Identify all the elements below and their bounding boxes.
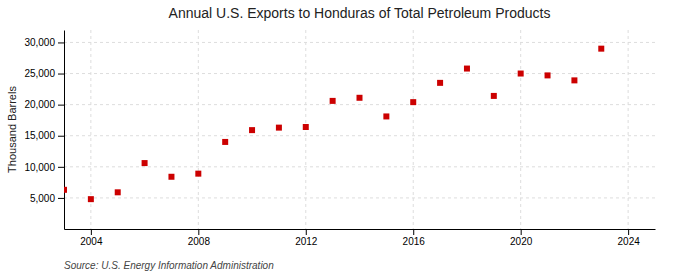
x-axis-tick-label: 2012 — [295, 236, 318, 247]
point — [142, 160, 148, 166]
x-axis-line — [65, 229, 656, 230]
x-axis-tick-mark — [521, 229, 522, 235]
point — [276, 125, 282, 131]
point — [598, 46, 604, 52]
x-axis-tick-mark — [198, 229, 199, 235]
x-axis-tick-mark — [306, 229, 307, 235]
x-axis-tick-label: 2016 — [403, 236, 426, 247]
x-axis-tick: 2004 — [80, 229, 103, 247]
x-axis-tick-label: 2004 — [80, 236, 103, 247]
point — [383, 113, 389, 119]
point — [303, 124, 309, 130]
point — [330, 98, 336, 104]
point — [545, 72, 551, 78]
y-axis: 5,000 10,000 15,000 20,000 25,000 30,000 — [24, 31, 64, 230]
point — [249, 127, 255, 133]
point — [64, 187, 67, 193]
y-axis-tick: 5,000 — [30, 193, 64, 204]
point — [464, 66, 470, 72]
point — [357, 95, 363, 101]
plot: 2004 2008 2012 2016 2020 2024 5,000 10,000 15,00… — [24, 30, 655, 247]
y-axis-tick-mark — [58, 74, 64, 75]
y-axis-tick-label: 20,000 — [24, 99, 55, 110]
grid-line-y — [64, 166, 655, 167]
y-axis-tick-mark — [58, 198, 64, 199]
point — [571, 77, 577, 83]
point — [437, 80, 443, 86]
y-axis-tick-label: 15,000 — [24, 130, 55, 141]
grid-line-x — [198, 30, 199, 229]
grid-line-y — [64, 135, 655, 136]
y-axis-tick-label: 5,000 — [30, 193, 55, 204]
x-axis-tick-label: 2024 — [618, 236, 641, 247]
grid-line-x — [628, 30, 629, 229]
y-axis-line — [64, 31, 65, 230]
y-axis-tick: 25,000 — [24, 68, 64, 79]
x-axis-tick-mark — [413, 229, 414, 235]
chart: 2004 2008 2012 2016 2020 2024 5,000 10,000 15,00… — [0, 0, 675, 275]
source-note: Source: U.S. Energy Information Administ… — [64, 260, 274, 271]
grid — [64, 30, 655, 229]
x-axis-tick: 2016 — [403, 229, 426, 247]
y-axis-tick: 10,000 — [24, 162, 64, 173]
grid-line-x — [413, 30, 414, 229]
y-axis-tick-label: 30,000 — [24, 37, 55, 48]
point — [491, 93, 497, 99]
x-axis-tick: 2024 — [618, 229, 641, 247]
y-axis-tick-mark — [58, 167, 64, 168]
grid-line-y — [64, 42, 655, 43]
y-axis-tick: 30,000 — [24, 37, 64, 48]
point — [168, 174, 174, 180]
x-axis-tick-label: 2020 — [510, 236, 533, 247]
point — [518, 71, 524, 77]
y-axis-tick-mark — [58, 105, 64, 106]
y-axis-tick-label: 10,000 — [24, 162, 55, 173]
x-axis-tick-label: 2008 — [188, 236, 211, 247]
grid-line-x — [520, 30, 521, 229]
point — [115, 189, 121, 195]
point — [410, 99, 416, 105]
x-axis-tick: 2008 — [188, 229, 211, 247]
y-axis-tick-mark — [58, 136, 64, 137]
title: Annual U.S. Exports to Honduras of Total… — [169, 5, 551, 21]
y-axis-tick: 15,000 — [24, 130, 64, 141]
x-axis-tick: 2020 — [510, 229, 533, 247]
x-axis-tick-mark — [628, 229, 629, 235]
y-axis-tick-label: 25,000 — [24, 68, 55, 79]
x-axis: 2004 2008 2012 2016 2020 2024 — [65, 229, 656, 247]
grid-line-y — [64, 73, 655, 74]
points — [64, 46, 604, 202]
y-axis-tick: 20,000 — [24, 99, 64, 110]
grid-line-y — [64, 197, 655, 198]
point — [222, 139, 228, 145]
point — [195, 171, 201, 177]
y-axis-title: Thousand Barrels — [6, 86, 18, 173]
grid-line-y — [64, 104, 655, 105]
x-axis-tick: 2012 — [295, 229, 318, 247]
x-axis-tick-mark — [91, 229, 92, 235]
point — [88, 196, 94, 202]
y-axis-tick-mark — [58, 42, 64, 43]
